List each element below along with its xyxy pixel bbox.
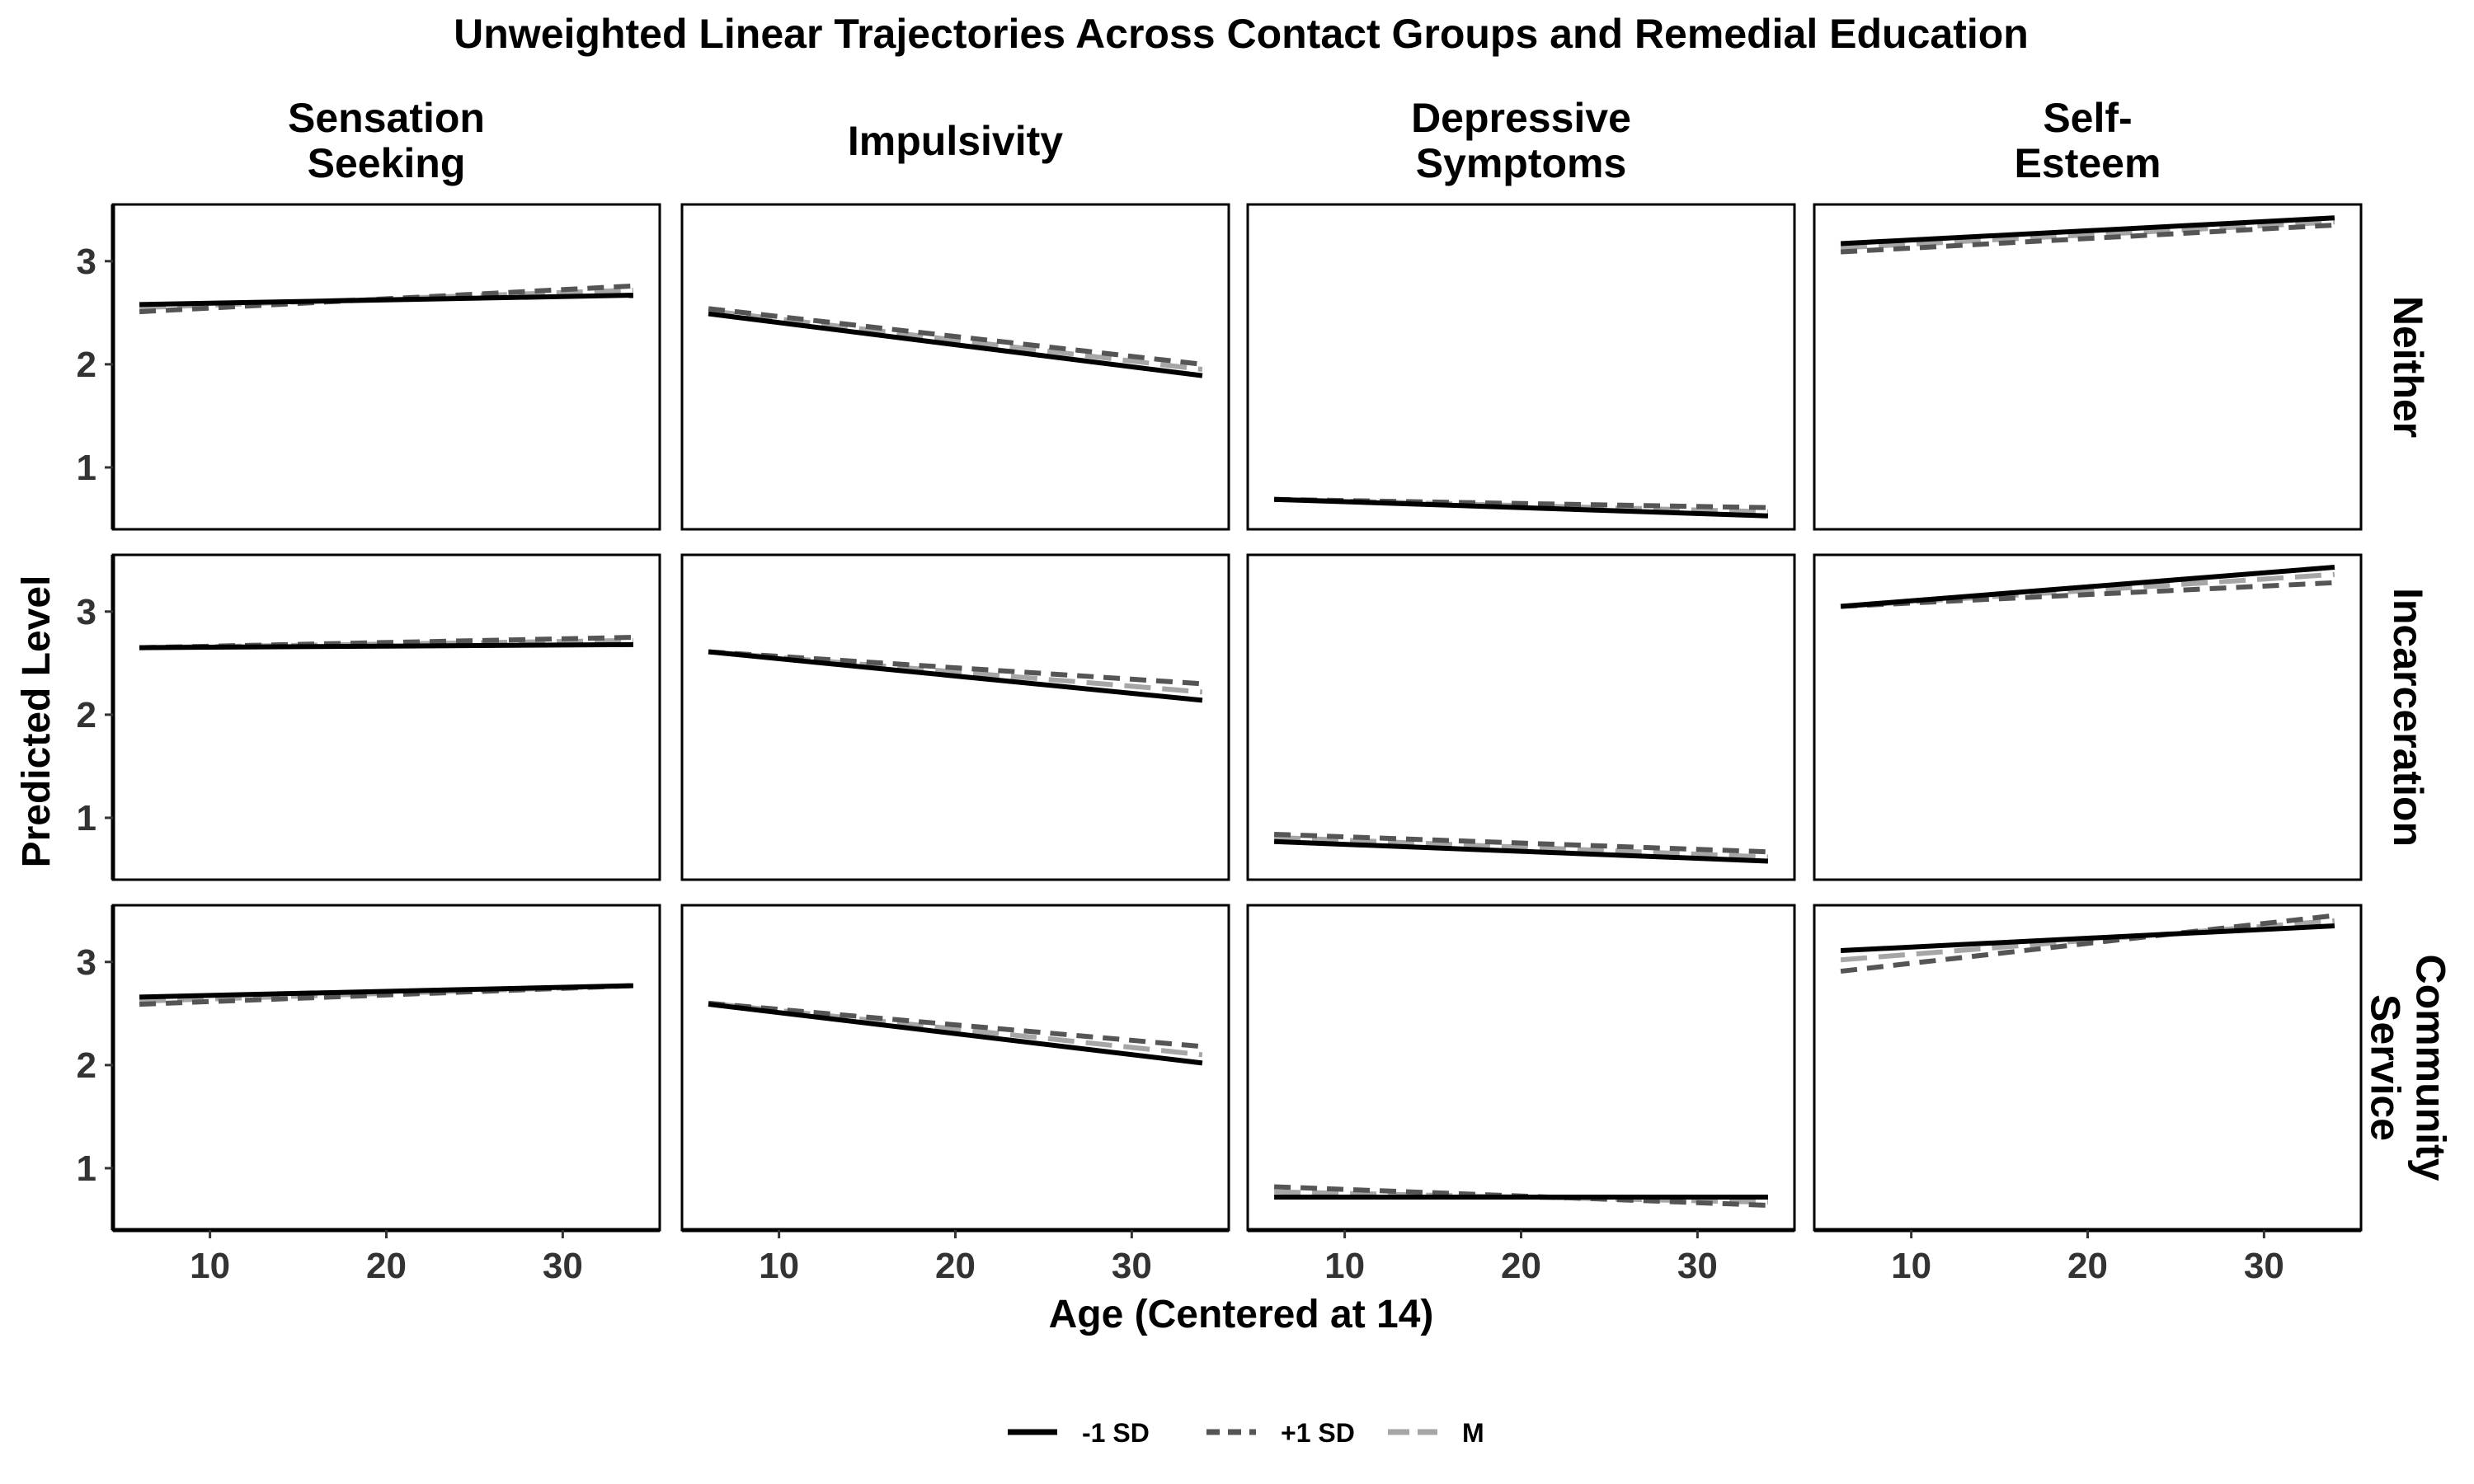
- panel-frame: [1813, 203, 2363, 531]
- row-facet-label-neither: Neither: [2385, 296, 2431, 438]
- y-tick-label: 1: [77, 1148, 96, 1189]
- col-facet-label-line: Impulsivity: [848, 118, 1063, 164]
- x-tick-label: 30: [2244, 1246, 2284, 1286]
- series-line-1-sd: [139, 293, 633, 308]
- series-line-1-sd: [1840, 913, 2335, 974]
- x-tick-label: 10: [1324, 1246, 1365, 1286]
- series-line-1-sd: [708, 649, 1203, 687]
- panel-frame: [111, 904, 661, 1232]
- series-line-m: [708, 308, 1203, 373]
- x-tick-label: 20: [366, 1246, 407, 1286]
- row-facet-label-line: Service: [2363, 994, 2409, 1141]
- series-line-1-sd: [139, 983, 633, 1000]
- x-tick-label: 10: [759, 1246, 799, 1286]
- x-tick-label: 20: [1501, 1246, 1541, 1286]
- series-line-1-sd: [1840, 223, 2335, 255]
- series-line-1-sd: [1273, 838, 1769, 864]
- panel-community-service-sensation-seeking: [111, 904, 661, 1232]
- col-facet-label-impulsivity: Impulsivity: [848, 118, 1063, 164]
- x-tick-label: 30: [1677, 1246, 1718, 1286]
- panel-frame: [1813, 904, 2363, 1232]
- panel-frame: [111, 203, 661, 531]
- x-tick-label: 30: [1112, 1246, 1152, 1286]
- series-line-1-sd: [708, 1002, 1203, 1066]
- row-facet-label-community-service: CommunityService: [2363, 955, 2454, 1181]
- series-line-1-sd: [1840, 215, 2335, 247]
- x-tick-label: 10: [190, 1246, 230, 1286]
- row-facet-label-line: Community: [2408, 955, 2454, 1181]
- panel-frame: [680, 904, 1230, 1232]
- y-tick-label: 2: [77, 695, 96, 735]
- series-line-1-sd: [708, 649, 1203, 703]
- panel-neither-sensation-seeking: [111, 203, 661, 531]
- panel-community-service-depressive-symptoms: [1246, 904, 1796, 1232]
- col-facet-label-line: Symptoms: [1416, 140, 1627, 186]
- col-facet-label-sensation-seeking: Sensation Seeking: [288, 95, 485, 186]
- x-axis-title: Age (Centered at 14): [1049, 1293, 1434, 1336]
- panel-neither-self-esteem: [1813, 203, 2363, 531]
- series-line-1-sd: [708, 1000, 1203, 1050]
- col-facet-label-line: Sensation: [288, 95, 485, 141]
- x-tick-label: 30: [543, 1246, 583, 1286]
- panel-frame: [1246, 203, 1796, 531]
- series-line-1-sd: [1273, 496, 1769, 519]
- series-line-1-sd: [139, 641, 633, 650]
- y-tick-label: 2: [77, 345, 96, 385]
- series-line-1-sd: [1273, 831, 1769, 855]
- y-tick-label: 2: [77, 1045, 96, 1086]
- panel-incarceration-impulsivity: [680, 553, 1230, 881]
- series-line-1-sd: [1840, 580, 2335, 609]
- panel-frame: [1813, 553, 2363, 881]
- panel-community-service-self-esteem: [1813, 904, 2363, 1232]
- x-tick-label: 20: [2067, 1246, 2108, 1286]
- col-facet-label-line: Esteem: [2015, 140, 2161, 186]
- legend-label-1-sd: +1 SD: [1281, 1418, 1355, 1448]
- series-line-m: [1273, 834, 1769, 860]
- panel-frame: [1246, 553, 1796, 881]
- y-tick-label: 3: [77, 242, 96, 282]
- y-tick-label: 3: [77, 942, 96, 983]
- legend-label-1-sd: -1 SD: [1082, 1418, 1150, 1448]
- legend-label-m: M: [1462, 1418, 1484, 1448]
- row-facet-label-incarceration: Incarceration: [2385, 588, 2431, 847]
- chart-title: Unweighted Linear Trajectories Across Co…: [454, 11, 2029, 57]
- series-line-1-sd: [1840, 923, 2335, 954]
- col-facet-label-line: Self-: [2043, 95, 2132, 141]
- series-line-m: [1840, 219, 2335, 251]
- panel-incarceration-self-esteem: [1813, 553, 2363, 881]
- col-facet-label-depressive-symptoms: Depressive Symptoms: [1411, 95, 1631, 186]
- panel-neither-impulsivity: [680, 203, 1230, 531]
- y-tick-label: 3: [77, 592, 96, 632]
- panel-frame: [680, 553, 1230, 881]
- row-facet-label-line: Neither: [2385, 296, 2431, 438]
- y-axis-title: Predicted Level: [15, 575, 59, 868]
- panel-frame: [111, 553, 661, 881]
- x-tick-label: 10: [1891, 1246, 1931, 1286]
- row-facet-label-line: Incarceration: [2385, 588, 2431, 847]
- series-line-1-sd: [708, 306, 1203, 367]
- panel-frame: [1246, 904, 1796, 1232]
- col-facet-label-line: Seeking: [308, 140, 466, 186]
- col-facet-label-self-esteem: Self-Esteem: [2015, 95, 2161, 186]
- y-tick-label: 1: [77, 448, 96, 488]
- series-line-1-sd: [1840, 565, 2335, 609]
- y-tick-label: 1: [77, 798, 96, 838]
- panel-incarceration-sensation-seeking: [111, 553, 661, 881]
- panel-incarceration-depressive-symptoms: [1246, 553, 1796, 881]
- panel-neither-depressive-symptoms: [1246, 203, 1796, 531]
- series-line-1-sd: [708, 311, 1203, 378]
- panel-community-service-impulsivity: [680, 904, 1230, 1232]
- col-facet-label-line: Depressive: [1411, 95, 1631, 141]
- legend: -1 SD +1 SD M: [1008, 1418, 1484, 1448]
- facet-panels: [111, 203, 2363, 1232]
- x-tick-label: 20: [935, 1246, 976, 1286]
